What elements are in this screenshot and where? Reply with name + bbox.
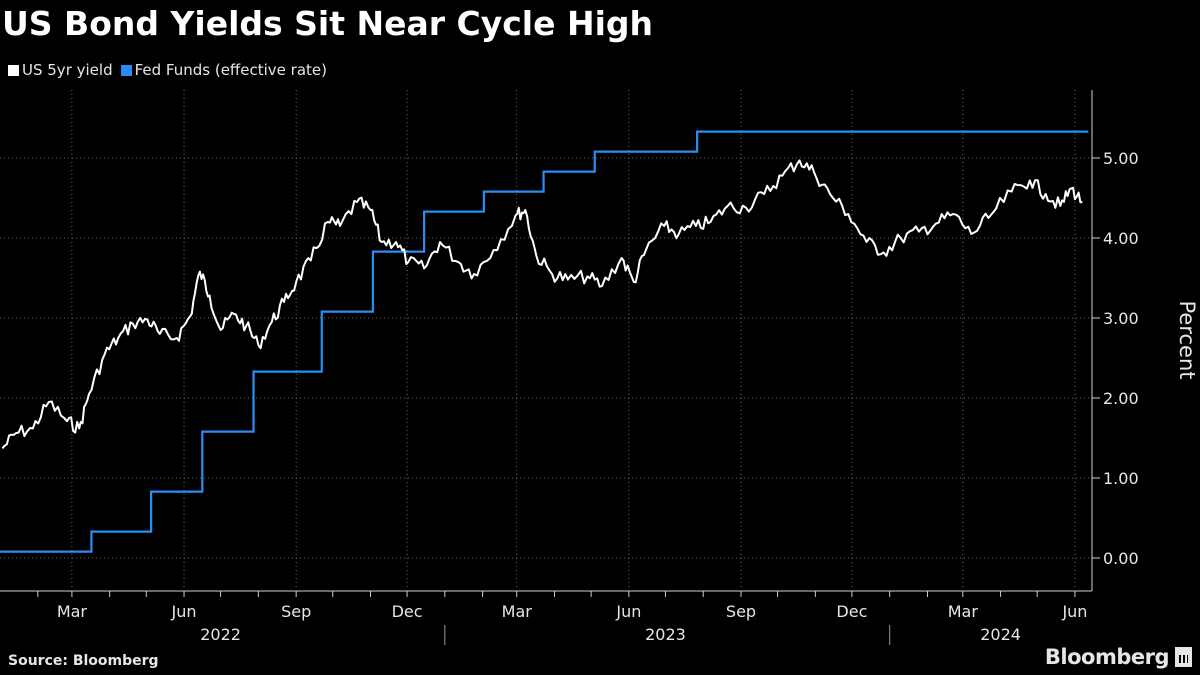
- x-tick-label: Dec: [836, 602, 867, 621]
- y-tick-label: 5.00: [1103, 149, 1139, 168]
- year-label: 2022: [200, 625, 241, 644]
- y-tick-label: 1.00: [1103, 469, 1139, 488]
- legend-label-fed-funds: Fed Funds (effective rate): [134, 61, 327, 79]
- x-tick-label: Sep: [281, 602, 311, 621]
- series-line-fed-funds: [0, 130, 1089, 553]
- x-tick-label: Jun: [615, 602, 641, 621]
- bloomberg-logo-icon: [1175, 647, 1192, 667]
- y-tick-label: 3.00: [1103, 309, 1139, 328]
- x-tick-label: Jun: [171, 602, 197, 621]
- y-tick-label: 4.00: [1103, 229, 1139, 248]
- chart-title: US Bond Yields Sit Near Cycle High: [2, 4, 654, 43]
- year-label: 2023: [645, 625, 686, 644]
- legend-label-us-5yr: US 5yr yield: [22, 61, 113, 79]
- x-tick-label: Sep: [726, 602, 756, 621]
- brand: Bloomberg: [1045, 645, 1192, 669]
- y-tick-label: 2.00: [1103, 389, 1139, 408]
- bloomberg-logo-text: Bloomberg: [1044, 645, 1170, 669]
- x-tick-label: Jun: [1061, 602, 1087, 621]
- x-tick-label: Mar: [57, 602, 88, 621]
- source-note: Source: Bloomberg: [8, 653, 159, 669]
- y-axis-title: Percent: [1175, 300, 1199, 379]
- year-label: 2024: [980, 625, 1021, 644]
- y-tick-label: 0.00: [1103, 549, 1139, 568]
- x-tick-label: Mar: [948, 602, 979, 621]
- x-tick-label: Mar: [502, 602, 533, 621]
- legend-item-fed-funds: Fed Funds (effective rate): [120, 61, 327, 79]
- series-line-us-5yr: [1, 159, 1083, 450]
- legend-item-us-5yr: US 5yr yield: [8, 61, 113, 79]
- legend: US 5yr yield Fed Funds (effective rate): [8, 61, 327, 79]
- legend-swatch-us-5yr: [8, 64, 19, 76]
- legend-swatch-fed-funds: [120, 64, 132, 76]
- x-tick-label: Dec: [392, 602, 423, 621]
